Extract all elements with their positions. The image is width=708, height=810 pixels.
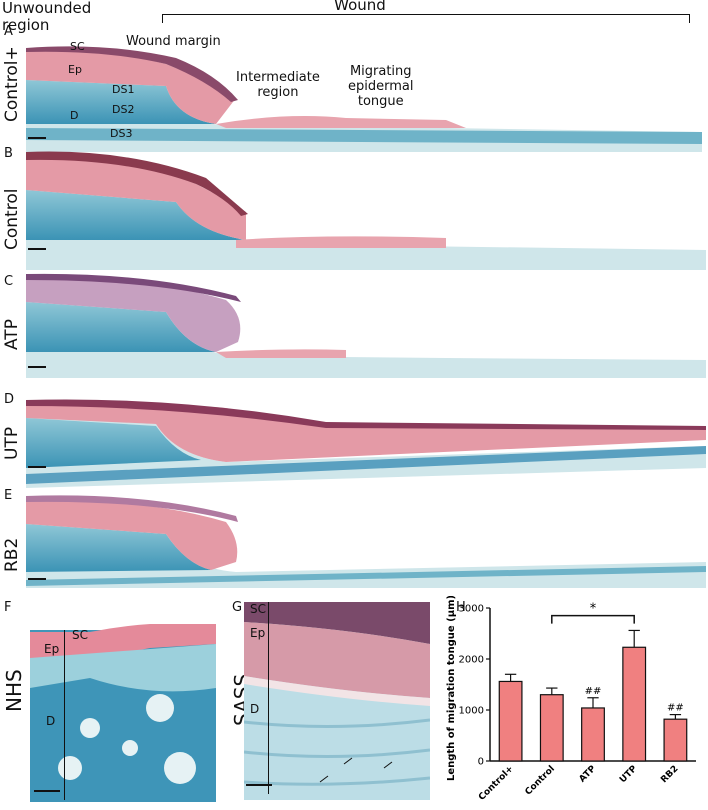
panel-letter-d: D: [4, 392, 15, 407]
scale-bar: [34, 790, 60, 792]
row-label-utp: UTP: [2, 426, 22, 460]
label-intermediate-region: Intermediate region: [236, 70, 320, 100]
label-d: D: [70, 109, 79, 122]
label-g-d: D: [250, 702, 260, 716]
scale-bar: [246, 784, 272, 786]
histology-panel-d: [26, 396, 706, 488]
bar-rb2: [663, 718, 688, 762]
histology-panel-e: [26, 492, 706, 588]
histology-panel-b: [26, 148, 706, 270]
label-ds3: DS3: [110, 127, 133, 140]
x-tick-label: Control: [524, 764, 557, 797]
scale-bar: [28, 578, 46, 580]
label-wound-margin: Wound margin: [126, 34, 221, 49]
label-f-ep: Ep: [44, 642, 60, 656]
y-tick-label: 2000: [459, 655, 484, 666]
label-g-ep: Ep: [250, 626, 266, 640]
panel-letter-a: A: [4, 24, 13, 39]
label-ds2: DS2: [112, 103, 135, 116]
scale-bar: [28, 137, 46, 139]
panel-letter-b: B: [4, 146, 13, 161]
label-sc: SC: [70, 40, 85, 53]
wound-bracket: [162, 14, 690, 23]
row-label-control: Control: [2, 188, 22, 250]
bar-control: [498, 680, 523, 762]
panel-letter-c: C: [4, 274, 14, 289]
scale-bar: [28, 248, 46, 250]
bar-utp: [622, 646, 647, 762]
y-tick-label: 0: [478, 757, 484, 768]
label-g-sc: SC: [250, 602, 266, 616]
label-ep: Ep: [68, 63, 82, 76]
panel-letter-f: F: [4, 600, 12, 615]
significance-star: *: [590, 602, 597, 617]
label-f-sc: SC: [72, 628, 88, 642]
x-tick-label: Control+: [477, 764, 516, 803]
y-tick-label: 1000: [459, 706, 484, 717]
x-tick-label: UTP: [618, 764, 640, 786]
scale-bar: [28, 366, 46, 368]
panel-letter-e: E: [4, 488, 13, 503]
x-tick-label: RB2: [659, 764, 680, 785]
histology-panel-a: [26, 40, 702, 152]
significance-marker: ##: [667, 703, 684, 714]
label-ds1: DS1: [112, 83, 135, 96]
scale-bar: [28, 466, 46, 468]
panel-label-nhs: NHS: [2, 669, 26, 712]
y-tick-label: 3000: [459, 604, 484, 615]
row-label-rb2: RB2: [2, 537, 22, 572]
depth-bar: [64, 630, 65, 800]
histology-panel-f: [30, 618, 216, 802]
bar-control: [539, 694, 564, 762]
x-tick-label: ATP: [578, 764, 599, 785]
panel-letter-g: G: [232, 600, 243, 615]
row-label-atp: ATP: [2, 319, 22, 350]
significance-marker: ##: [585, 686, 602, 697]
histology-panel-c: [26, 272, 706, 378]
significance-bracket: [551, 614, 635, 624]
histology-panel-g: [244, 602, 430, 800]
row-label-control-plus: Control+: [2, 46, 22, 122]
unwounded-region-label: Unwounded region: [2, 0, 92, 34]
y-axis-label: Length of migration tongue (μm): [446, 596, 457, 781]
label-migrating-tongue: Migrating epidermal tongue: [348, 64, 414, 109]
panel-letter-h: H: [456, 600, 466, 615]
bar-atp: [581, 707, 605, 762]
migration-tongue-bar-chart: Length of migration tongue (μm) 0 1000 200…: [446, 596, 696, 803]
wound-label: Wound: [334, 0, 386, 14]
depth-bar: [268, 602, 269, 794]
label-f-d: D: [46, 714, 56, 728]
